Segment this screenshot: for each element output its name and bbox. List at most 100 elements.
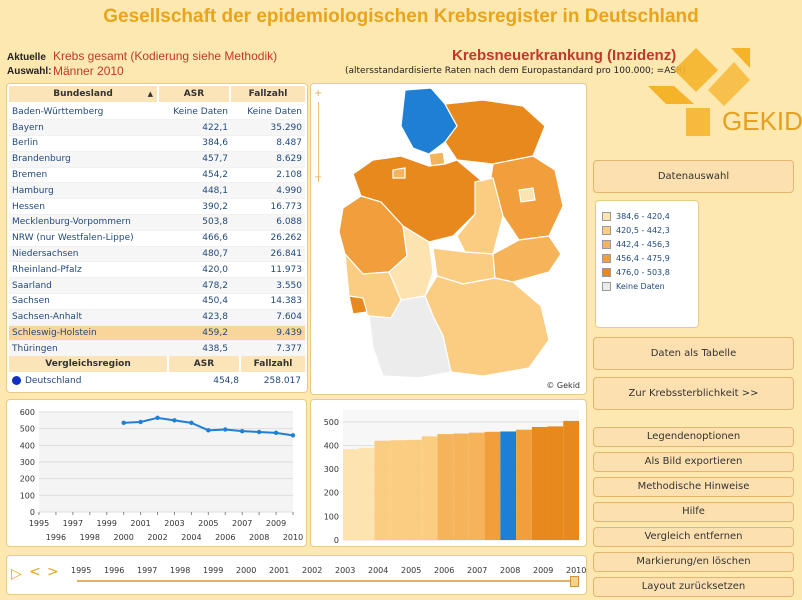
table-row[interactable]: Bayern 422,1 35.290 bbox=[9, 119, 305, 137]
column-header-fallzahl[interactable]: Fallzahl bbox=[231, 86, 305, 102]
bar bbox=[437, 434, 454, 540]
timeline-handle[interactable] bbox=[570, 576, 579, 587]
compare-region-name: Deutschland bbox=[25, 376, 82, 386]
legend-swatch bbox=[602, 253, 611, 263]
layout-zuruecksetzen-button[interactable]: Layout zurücksetzen bbox=[593, 577, 794, 597]
region-table-body: Baden-Württemberg Keine Daten Keine Daten B… bbox=[9, 104, 305, 356]
timeline-year-label[interactable]: 2006 bbox=[434, 566, 455, 575]
timeline-year-label[interactable]: 1998 bbox=[170, 566, 191, 575]
table-row[interactable]: Mecklenburg-Vorpommern 503,8 6.088 bbox=[9, 214, 305, 231]
y-tick-label: 300 bbox=[324, 465, 339, 474]
methodische-hinweise-button[interactable]: Methodische Hinweise bbox=[593, 477, 794, 497]
timeline-year-label[interactable]: 2008 bbox=[500, 566, 521, 575]
timeline-year-label[interactable]: 1995 bbox=[71, 566, 92, 575]
legend-label: Keine Daten bbox=[616, 281, 665, 291]
hilfe-button[interactable]: Hilfe bbox=[593, 502, 794, 522]
timeline-year-label[interactable]: 2010 bbox=[566, 566, 587, 575]
zoom-in-button[interactable]: + bbox=[314, 88, 323, 99]
table-row[interactable]: Niedersachsen 480,7 26.841 bbox=[9, 246, 305, 263]
table-row[interactable]: Hamburg 448,1 4.990 bbox=[9, 182, 305, 200]
table-row[interactable]: Sachsen-Anhalt 423,8 7.604 bbox=[9, 309, 305, 326]
compare-header-asr[interactable]: ASR bbox=[169, 356, 239, 372]
selection-sex-year: Männer 2010 bbox=[53, 64, 124, 78]
column-header-vergleichsregion[interactable]: Vergleichsregion bbox=[9, 356, 167, 372]
compare-row[interactable]: Deutschland 454,8 258.017 bbox=[9, 373, 305, 391]
timeline-year-label[interactable]: 2000 bbox=[236, 566, 257, 575]
map-region-sachsen bbox=[492, 235, 562, 283]
fallzahl-cell: 16.773 bbox=[231, 198, 305, 216]
legend-item[interactable]: 456,4 - 475,9 bbox=[602, 251, 698, 265]
region-table: Baden-Württemberg Keine Daten Keine Daten B… bbox=[9, 104, 305, 356]
asr-cell: 422,1 bbox=[159, 119, 231, 137]
play-icon[interactable]: ▷ bbox=[11, 566, 22, 582]
zoom-out-button[interactable]: − bbox=[314, 172, 323, 183]
timeline-year-label[interactable]: 2003 bbox=[335, 566, 356, 575]
gekid-logo: GEKID bbox=[646, 40, 802, 150]
table-row[interactable]: Berlin 384,6 8.487 bbox=[9, 135, 305, 152]
legend-item[interactable]: 420,5 - 442,3 bbox=[602, 223, 698, 237]
legend-swatch bbox=[602, 225, 611, 235]
vergleich-entfernen-button[interactable]: Vergleich entfernen bbox=[593, 527, 794, 547]
timeline-year-label[interactable]: 2009 bbox=[533, 566, 554, 575]
table-row[interactable]: Thüringen 438,5 7.377 bbox=[9, 340, 305, 356]
timeline-year-label[interactable]: 1996 bbox=[104, 566, 125, 575]
timeline-track[interactable] bbox=[77, 580, 577, 582]
next-year-button[interactable]: > bbox=[47, 564, 59, 580]
ranking-chart-panel: 0 100 200 300 400 500 bbox=[310, 399, 587, 547]
zoom-slider[interactable] bbox=[318, 102, 319, 182]
data-point bbox=[155, 415, 160, 421]
legend-item[interactable]: 442,4 - 456,3 bbox=[602, 237, 698, 251]
timeline-year-label[interactable]: 2005 bbox=[401, 566, 422, 575]
timeline-year-label[interactable]: 2002 bbox=[302, 566, 323, 575]
krebssterblichkeit-button[interactable]: Zur Krebssterblichkeit >> bbox=[593, 377, 794, 410]
table-row[interactable]: Saarland 478,2 3.550 bbox=[9, 277, 305, 295]
column-header-asr[interactable]: ASR bbox=[159, 86, 229, 102]
region-name-cell: Bremen bbox=[9, 167, 159, 184]
compare-fallzahl: 258.017 bbox=[263, 376, 301, 386]
export-image-button[interactable]: Als Bild exportieren bbox=[593, 452, 794, 472]
x-tick-label: 2007 bbox=[232, 519, 252, 528]
table-row[interactable]: NRW (nur Westfalen-Lippe) 466,6 26.262 bbox=[9, 230, 305, 247]
fallzahl-cell: 9.439 bbox=[231, 325, 305, 342]
table-row[interactable]: Rheinland-Pfalz 420,0 11.973 bbox=[9, 261, 305, 279]
timeline-year-label[interactable]: 2001 bbox=[269, 566, 290, 575]
region-name-cell: Brandenburg bbox=[9, 151, 159, 168]
table-row[interactable]: Hessen 390,2 16.773 bbox=[9, 198, 305, 216]
timeline-year-label[interactable]: 1997 bbox=[137, 566, 158, 575]
bar bbox=[516, 429, 532, 540]
table-row[interactable]: Schleswig-Holstein 459,2 9.439 bbox=[9, 325, 305, 342]
asr-cell: 423,8 bbox=[159, 309, 231, 326]
timeline-year-label[interactable]: 2004 bbox=[368, 566, 389, 575]
trend-chart-panel: 0 100 200 300 400 500 600 1995 1997 1999 2001 2003 2… bbox=[6, 399, 307, 547]
table-row[interactable]: Brandenburg 457,7 8.629 bbox=[9, 151, 305, 168]
legend-item[interactable]: 384,6 - 420,4 bbox=[602, 209, 698, 223]
legend-item[interactable]: Keine Daten bbox=[602, 279, 698, 293]
y-tick-label: 100 bbox=[324, 512, 339, 521]
page-title: Gesellschaft der epidemiologischen Krebs… bbox=[103, 6, 699, 27]
compare-header-fallzahl[interactable]: Fallzahl bbox=[241, 356, 305, 372]
table-row[interactable]: Bremen 454,2 2.108 bbox=[9, 167, 305, 184]
legend-swatch bbox=[602, 211, 611, 221]
germany-map[interactable] bbox=[333, 86, 583, 384]
timeline-year-label[interactable]: 1999 bbox=[203, 566, 224, 575]
timeline-year-label[interactable]: 2007 bbox=[467, 566, 488, 575]
y-tick-label: 400 bbox=[324, 441, 339, 450]
table-row[interactable]: Sachsen 450,4 14.383 bbox=[9, 293, 305, 310]
asr-cell: 457,7 bbox=[159, 151, 231, 168]
previous-year-button[interactable]: < bbox=[29, 564, 41, 580]
daten-als-tabelle-button[interactable]: Daten als Tabelle bbox=[593, 337, 794, 370]
x-tick-label: 1998 bbox=[80, 533, 100, 542]
bar bbox=[563, 420, 579, 540]
column-header-bundesland[interactable]: Bundesland ▲ bbox=[9, 86, 157, 102]
legendenoptionen-button[interactable]: Legendenoptionen bbox=[593, 427, 794, 447]
markierung-loeschen-button[interactable]: Markierung/en löschen bbox=[593, 552, 794, 572]
selection-cancer-type: Krebs gesamt (Kodierung siehe Methodik) bbox=[53, 49, 278, 63]
bar bbox=[468, 432, 485, 540]
datenauswahl-button[interactable]: Datenauswahl bbox=[593, 160, 794, 193]
table-row[interactable]: Baden-Württemberg Keine Daten Keine Daten bbox=[9, 104, 305, 121]
fallzahl-cell: 11.973 bbox=[231, 261, 305, 279]
legend-item[interactable]: 476,0 - 503,8 bbox=[602, 265, 698, 279]
data-point bbox=[290, 433, 296, 438]
x-tick-label: 2000 bbox=[113, 533, 133, 542]
x-tick-label: 2003 bbox=[164, 519, 184, 528]
